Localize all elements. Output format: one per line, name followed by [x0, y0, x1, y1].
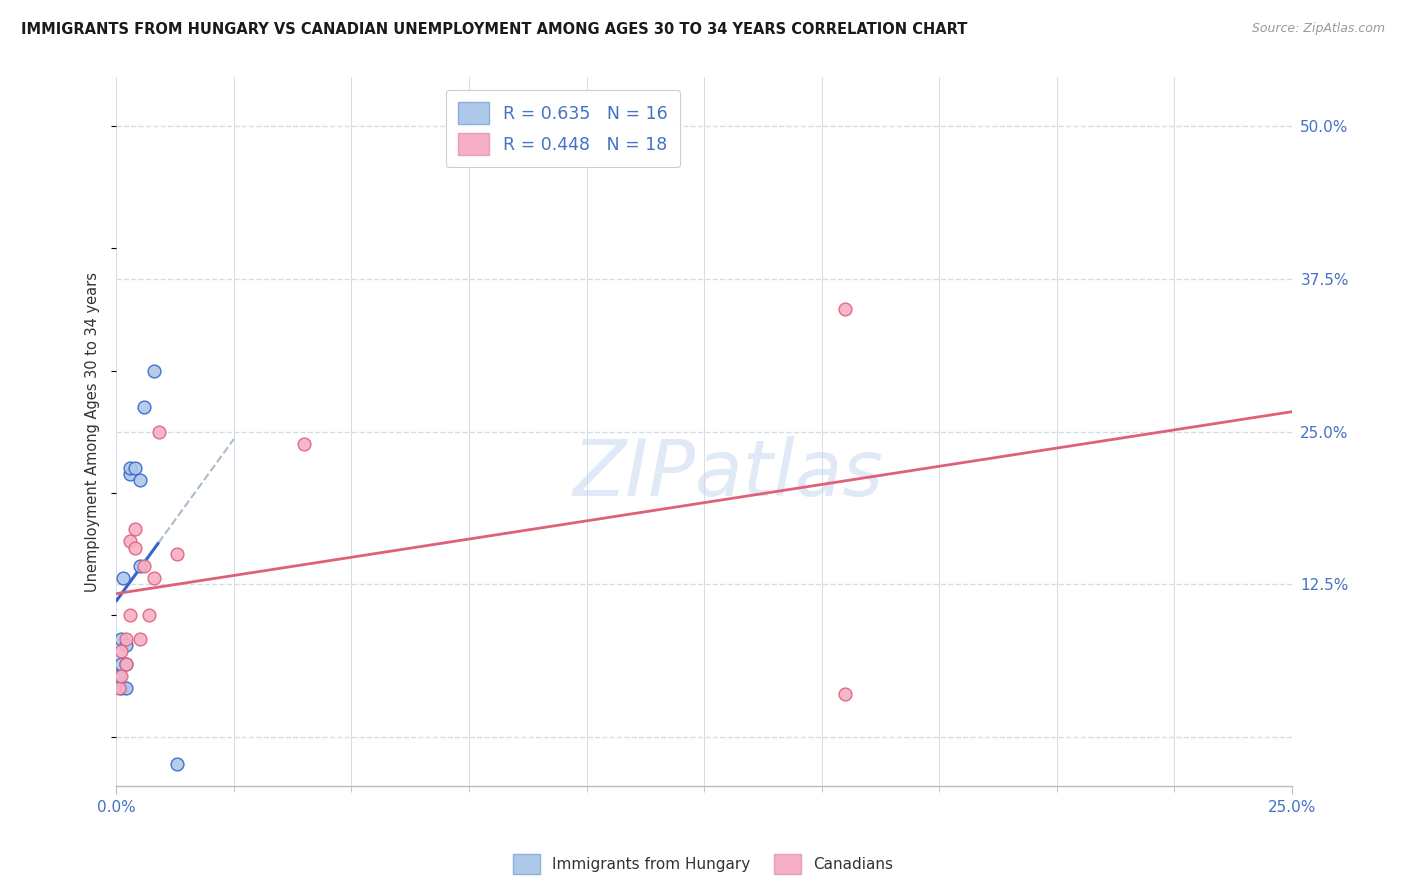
Point: [124, 541, 146, 555]
Point: [120, 607, 142, 622]
Text: ZIPatlas: ZIPatlas: [572, 436, 883, 512]
Point: [110, 681, 132, 695]
Point: [166, 756, 188, 771]
Point: [120, 467, 142, 482]
Point: [112, 571, 135, 585]
Point: [110, 657, 132, 671]
Point: [134, 400, 156, 414]
Point: [114, 632, 136, 647]
Legend: R = 0.635   N = 16, R = 0.448   N = 18: R = 0.635 N = 16, R = 0.448 N = 18: [446, 90, 681, 168]
Point: [120, 534, 142, 549]
Y-axis label: Unemployment Among Ages 30 to 34 years: Unemployment Among Ages 30 to 34 years: [86, 271, 100, 591]
Point: [114, 657, 136, 671]
Point: [110, 644, 132, 658]
Point: [110, 632, 132, 647]
Point: [142, 363, 165, 377]
Point: [292, 436, 315, 450]
Legend: Immigrants from Hungary, Canadians: Immigrants from Hungary, Canadians: [506, 848, 900, 880]
Point: [107, 669, 129, 683]
Point: [142, 571, 165, 585]
Text: Source: ZipAtlas.com: Source: ZipAtlas.com: [1251, 22, 1385, 36]
Point: [107, 681, 129, 695]
Point: [120, 461, 142, 475]
Text: IMMIGRANTS FROM HUNGARY VS CANADIAN UNEMPLOYMENT AMONG AGES 30 TO 34 YEARS CORRE: IMMIGRANTS FROM HUNGARY VS CANADIAN UNEM…: [21, 22, 967, 37]
Point: [834, 302, 856, 317]
Point: [138, 607, 160, 622]
Point: [134, 558, 156, 573]
Point: [128, 632, 150, 647]
Point: [114, 638, 136, 652]
Point: [124, 461, 146, 475]
Point: [114, 657, 136, 671]
Point: [166, 547, 188, 561]
Point: [834, 687, 856, 701]
Point: [114, 681, 136, 695]
Point: [148, 425, 170, 439]
Point: [124, 522, 146, 536]
Point: [128, 474, 150, 488]
Point: [110, 669, 132, 683]
Point: [128, 558, 150, 573]
